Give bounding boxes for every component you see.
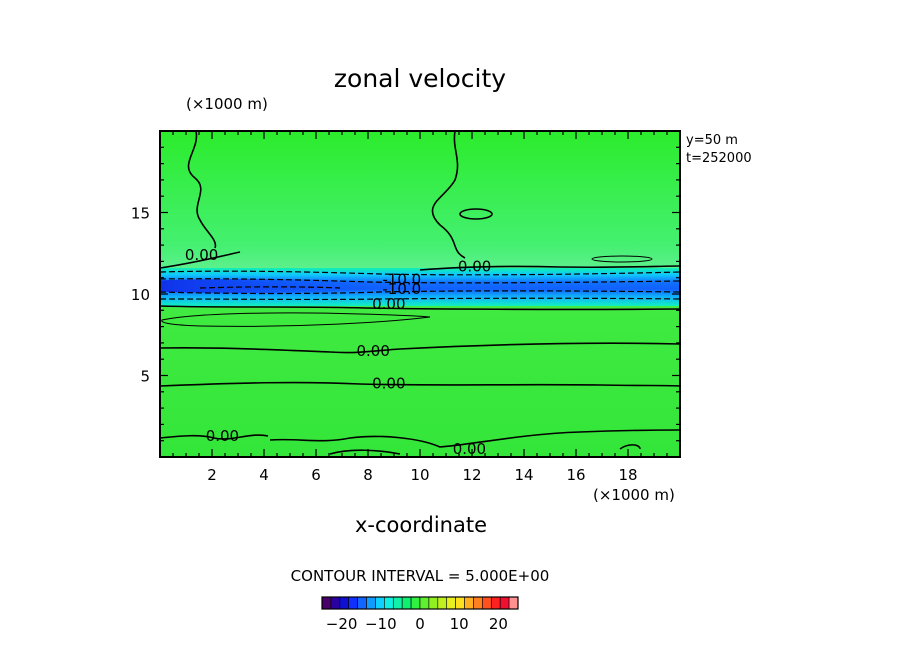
- colorbar-swatch: [482, 596, 492, 610]
- x-tick-label: 12: [462, 466, 481, 484]
- zero-contour: [187, 131, 217, 249]
- zero-contour: [329, 449, 401, 455]
- contour-label: 0.00: [372, 295, 405, 313]
- colorbar-frame: [321, 596, 519, 610]
- negative-contours: [160, 270, 680, 301]
- thin-contours: [161, 255, 653, 327]
- colorbar-swatch: [348, 596, 358, 610]
- colorbar-swatch: [455, 596, 465, 610]
- closed-contour: [161, 312, 431, 327]
- x-tick-label: 4: [259, 466, 269, 484]
- colorbar-swatch: [375, 596, 385, 610]
- velocity-field: 0.00-10.0-10.00.000.000.000.000.000.00: [160, 131, 680, 458]
- chart-title: zonal velocity: [334, 64, 506, 93]
- x-tick-label: 6: [311, 466, 321, 484]
- contour-label: -10.0: [382, 280, 421, 298]
- zero-contour: [160, 251, 241, 269]
- x-axis-unit: (×1000 m): [593, 486, 675, 504]
- contour-interval-label: CONTOUR INTERVAL = 5.000E+00: [291, 567, 550, 585]
- contour-label: 0.00: [185, 246, 218, 264]
- colorbar-tick-label: 0: [415, 615, 425, 633]
- colorbar-swatch: [437, 596, 448, 610]
- contour-label: 0.00: [453, 440, 486, 458]
- neg-contour: [160, 290, 680, 295]
- x-tick-label: 14: [514, 466, 533, 484]
- x-tick-label: 18: [618, 466, 637, 484]
- colorbar-swatch: [428, 596, 439, 610]
- closed-contour: [591, 255, 653, 263]
- axis-ticks: [159, 130, 681, 458]
- zero-contour: [269, 429, 680, 448]
- zero-contour-closed: [459, 208, 493, 220]
- annotation-depth: y=50 m: [686, 133, 738, 148]
- colorbar-swatch: [419, 596, 430, 610]
- y-tick-label: 10: [131, 286, 150, 304]
- colorbar-swatch: [446, 596, 456, 610]
- y-tick-label: 15: [131, 205, 150, 223]
- zero-contour: [160, 434, 269, 440]
- zero-contour: [619, 444, 641, 450]
- colorbar-swatch: [464, 596, 474, 610]
- colorbar-swatch: [366, 596, 376, 610]
- zero-contours: [160, 131, 680, 455]
- colorbar-swatch: [339, 596, 350, 610]
- colorbar-swatch: [508, 596, 519, 610]
- x-tick-label: 8: [363, 466, 373, 484]
- contour-label: 0.00: [458, 257, 491, 275]
- colorbar-swatch: [330, 596, 341, 610]
- colorbar-swatch: [401, 596, 412, 610]
- zero-contour: [160, 342, 680, 354]
- neg-contour: [199, 286, 341, 289]
- y-tick-label: 5: [140, 368, 150, 386]
- contour-label: 0.00: [356, 342, 389, 360]
- contour-label: 0.00: [206, 427, 239, 445]
- neg-contour: [160, 278, 680, 284]
- colorbar-swatch: [490, 596, 501, 610]
- colorbar-swatch: [410, 596, 421, 610]
- zero-contour: [431, 131, 466, 259]
- x-axis-label: x-coordinate: [355, 513, 487, 537]
- jet-core: [160, 279, 400, 293]
- colorbar-swatch: [473, 596, 483, 610]
- x-tick-label: 16: [566, 466, 585, 484]
- colorbar-swatch: [357, 596, 367, 610]
- zero-contour: [160, 381, 680, 387]
- zero-contour: [419, 265, 680, 271]
- colorbar-swatch: [392, 596, 403, 610]
- zero-contour: [160, 305, 680, 311]
- colorbar-swatch: [499, 596, 510, 610]
- colorbar-tick-label: 10: [450, 615, 469, 633]
- axis-tick-labels: 2 4 6 8 10 12 14 16 18 5 10 15: [131, 205, 638, 485]
- colorbar-tick-labels: −20 −10 0 10 20: [326, 615, 508, 633]
- colorbar-tick-label: 20: [489, 615, 508, 633]
- contour-label: 0.00: [372, 375, 405, 393]
- annotation-time: t=252000: [686, 151, 752, 166]
- colorbar: [321, 596, 519, 610]
- neg-contour: [160, 297, 680, 301]
- colorbar-swatch: [321, 596, 332, 610]
- neg-contour: [160, 270, 680, 276]
- y-axis-unit: (×1000 m): [186, 95, 268, 113]
- colorbar-swatch: [384, 596, 394, 610]
- colorbar-tick-label: −10: [365, 615, 397, 633]
- contour-labels: 0.00-10.0-10.00.000.000.000.000.000.00: [185, 246, 491, 458]
- x-tick-label: 2: [207, 466, 217, 484]
- x-tick-label: 10: [410, 466, 429, 484]
- colorbar-tick-label: −20: [326, 615, 358, 633]
- contour-label: -10.0: [382, 270, 421, 288]
